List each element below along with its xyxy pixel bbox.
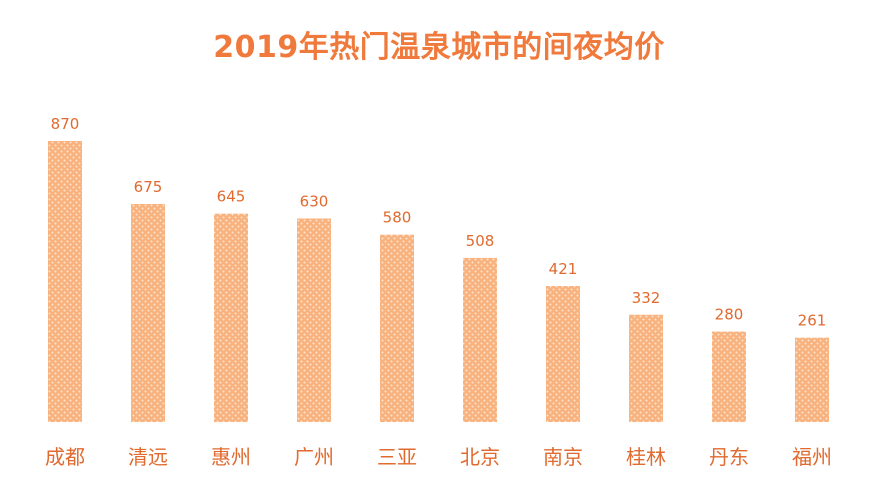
bar-成都 bbox=[48, 141, 82, 422]
chart-title: 2019年热门温泉城市的间夜均价 bbox=[213, 30, 665, 65]
category-label-南京: 南京 bbox=[543, 445, 583, 469]
bar-南京 bbox=[546, 286, 580, 422]
bar-福州 bbox=[795, 337, 829, 422]
data-label-桂林: 332 bbox=[632, 289, 661, 307]
data-label-南京: 421 bbox=[549, 260, 578, 278]
bar-北京 bbox=[463, 257, 497, 422]
bar-桂林 bbox=[629, 314, 663, 422]
bar-广州 bbox=[297, 218, 331, 422]
category-label-北京: 北京 bbox=[460, 445, 500, 469]
bar-三亚 bbox=[380, 234, 414, 422]
data-label-三亚: 580 bbox=[383, 209, 412, 227]
data-label-福州: 261 bbox=[798, 312, 827, 330]
category-label-桂林: 桂林 bbox=[626, 445, 666, 469]
category-label-清远: 清远 bbox=[128, 445, 168, 469]
bar-惠州 bbox=[214, 213, 248, 422]
category-label-丹东: 丹东 bbox=[709, 445, 749, 469]
bar-清远 bbox=[131, 203, 165, 422]
data-label-广州: 630 bbox=[300, 193, 329, 211]
category-label-惠州: 惠州 bbox=[211, 445, 251, 469]
category-label-广州: 广州 bbox=[294, 445, 334, 469]
category-label-成都: 成都 bbox=[45, 445, 85, 469]
data-label-清远: 675 bbox=[134, 178, 163, 196]
data-label-丹东: 280 bbox=[715, 306, 744, 324]
category-label-福州: 福州 bbox=[792, 445, 832, 469]
category-label-三亚: 三亚 bbox=[377, 445, 417, 469]
data-label-惠州: 645 bbox=[217, 188, 246, 206]
bar-丹东 bbox=[712, 331, 746, 422]
data-label-成都: 870 bbox=[51, 115, 80, 133]
data-label-北京: 508 bbox=[466, 232, 495, 250]
